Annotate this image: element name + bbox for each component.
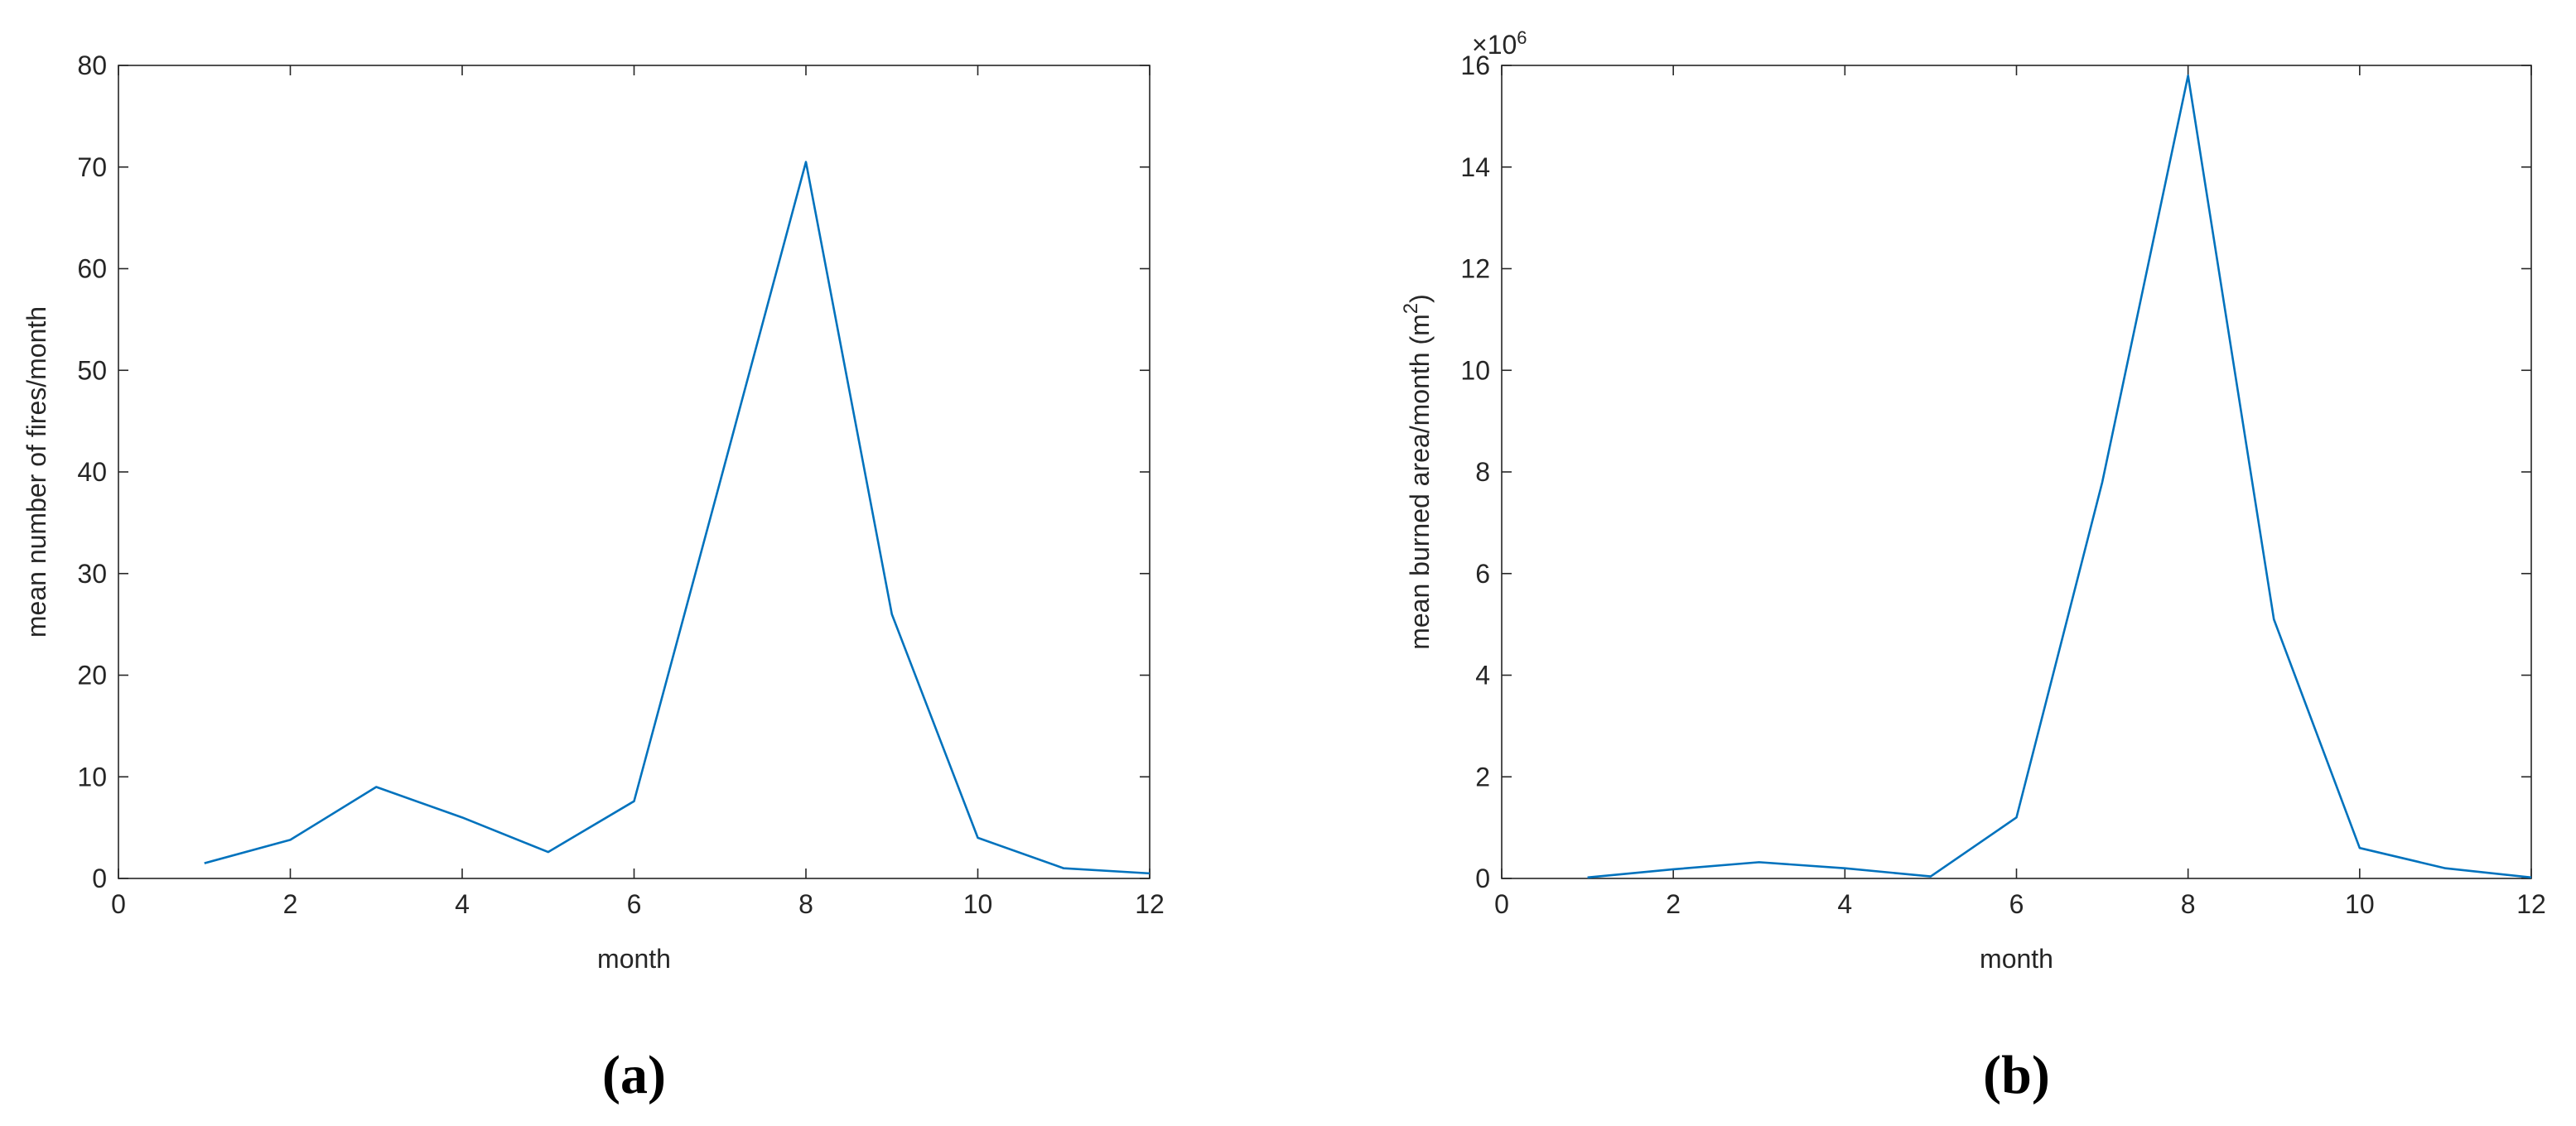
x-tick-label: 8 xyxy=(798,889,813,919)
y-tick-label: 80 xyxy=(77,51,107,80)
y-tick-label: 8 xyxy=(1475,457,1490,487)
y-tick-label: 14 xyxy=(1460,152,1490,182)
y-tick-label: 50 xyxy=(77,355,107,385)
y-tick-label: 20 xyxy=(77,661,107,691)
y-tick-label: 30 xyxy=(77,559,107,589)
y-tick-label: 2 xyxy=(1475,762,1490,792)
y-axis-label: mean number of fires/month xyxy=(22,306,51,638)
plot-box xyxy=(1501,65,2532,879)
x-tick-label: 12 xyxy=(2516,889,2546,919)
x-axis-label: month xyxy=(1980,944,2053,974)
x-tick-label: 10 xyxy=(2345,889,2375,919)
y-axis-label-text: mean burned area/month (m xyxy=(1405,314,1435,650)
x-tick-label: 4 xyxy=(455,889,470,919)
x-tick-label: 0 xyxy=(1494,889,1509,919)
data-line xyxy=(204,161,1151,875)
x-tick-label: 0 xyxy=(111,889,126,919)
y-axis-label-suffix: ) xyxy=(1405,294,1435,303)
y-multiplier: ×106 xyxy=(1472,27,1527,60)
caption: (a) xyxy=(602,1045,666,1105)
x-tick-label: 2 xyxy=(1666,889,1681,919)
y-axis-label: mean burned area/month (m2) xyxy=(1400,294,1435,650)
y-multiplier-exponent: 6 xyxy=(1517,27,1527,48)
x-tick-label: 2 xyxy=(283,889,298,919)
x-tick-label: 4 xyxy=(1837,889,1852,919)
y-tick-label: 6 xyxy=(1475,559,1490,589)
x-tick-label: 12 xyxy=(1135,889,1165,919)
y-tick-label: 4 xyxy=(1475,661,1490,691)
y-tick-label: 60 xyxy=(77,254,107,284)
x-tick-label: 6 xyxy=(627,889,642,919)
x-tick-label: 8 xyxy=(2181,889,2196,919)
y-tick-label: 10 xyxy=(1460,355,1490,385)
x-tick-label: 6 xyxy=(2009,889,2024,919)
data-line xyxy=(1587,74,2532,879)
y-tick-label: 12 xyxy=(1460,254,1490,284)
plot-box xyxy=(118,65,1151,879)
y-tick-label: 70 xyxy=(77,152,107,182)
y-tick-label: 10 xyxy=(77,762,107,792)
caption: (b) xyxy=(1983,1045,2050,1105)
y-axis-label-superscript: 2 xyxy=(1400,303,1422,314)
y-multiplier-base: ×10 xyxy=(1472,30,1517,60)
x-tick-label: 10 xyxy=(963,889,993,919)
y-tick-label: 0 xyxy=(1475,864,1490,893)
y-tick-label: 16 xyxy=(1460,51,1490,80)
y-tick-label: 40 xyxy=(77,457,107,487)
y-tick-label: 0 xyxy=(92,864,107,893)
x-axis-label: month xyxy=(597,944,671,974)
